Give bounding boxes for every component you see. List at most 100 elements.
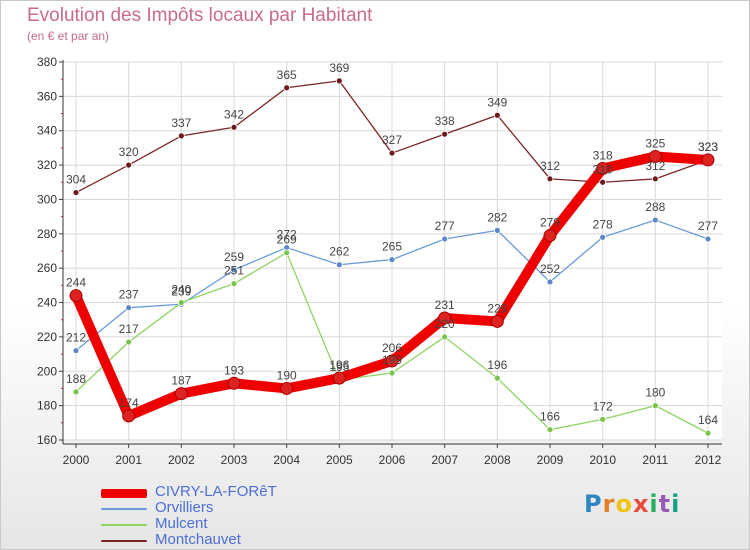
legend-label-orvilliers: Orvilliers [155,499,214,516]
point-montchauvet-2003 [230,123,238,131]
data-label-mulcent-2000: 188 [66,372,86,386]
logo-letter: i [649,490,659,518]
point-civry-la-for-t-2002 [174,387,188,401]
data-label-mulcent-2012: 164 [698,413,718,427]
data-label-civry-la-for-t-2008: 229 [487,301,507,315]
legend-swatch-civry [101,489,147,498]
data-label-civry-la-for-t-2000: 244 [66,276,86,290]
point-montchauvet-2009 [546,175,554,183]
data-label-orvilliers-2003: 259 [224,250,244,264]
y-tick-label-240: 240 [37,296,57,310]
data-label-montchauvet-2010: 310 [593,162,613,176]
logo-letter: x [632,490,650,518]
point-civry-la-for-t-2001 [122,409,136,423]
point-orvilliers-2012 [704,235,712,243]
data-label-civry-la-for-t-2006: 206 [382,341,402,355]
point-orvilliers-2008 [493,226,501,234]
y-tick-label-280: 280 [37,227,57,241]
data-label-mulcent-2006: 199 [382,353,402,367]
data-label-mulcent-2007: 220 [435,317,455,331]
point-civry-la-for-t-2009 [543,229,557,243]
data-label-mulcent-2011: 180 [645,386,665,400]
logo-letter: i [671,490,681,518]
point-mulcent-2009 [546,426,554,434]
point-orvilliers-2010 [599,233,607,241]
point-civry-la-for-t-2006 [385,354,399,368]
legend-label-montchauvet: Montchauvet [155,531,241,548]
data-label-montchauvet-2002: 337 [171,116,191,130]
proxiti-logo: Proxiti [584,490,680,518]
data-label-orvilliers-2009: 252 [540,262,560,276]
data-label-mulcent-2005: 195 [329,360,349,374]
data-label-montchauvet-2009: 312 [540,159,560,173]
data-label-mulcent-2003: 251 [224,264,244,278]
legend-item-civry[interactable]: CIVRY-LA-FORêT [101,483,341,501]
y-tick-label-160: 160 [37,433,57,447]
data-label-montchauvet-2001: 320 [119,145,139,159]
chart-title: Evolution des Impôts locaux par Habitant [27,5,373,26]
point-montchauvet-2000 [72,189,80,196]
y-tick-label-340: 340 [37,124,57,138]
x-tick-label-2012: 2012 [695,453,722,467]
data-label-mulcent-2008: 196 [487,358,507,372]
logo-letter: r [602,490,616,518]
logo-letter: o [615,490,633,518]
point-montchauvet-2007 [441,130,449,138]
data-label-montchauvet-2003: 342 [224,107,244,121]
point-montchauvet-2005 [335,77,343,85]
x-tick-label-2007: 2007 [431,453,458,467]
y-tick-label-360: 360 [37,89,57,103]
data-label-civry-la-for-t-2012: 323 [698,140,718,154]
y-tick-label-200: 200 [37,364,57,378]
data-label-montchauvet-2006: 327 [382,133,402,147]
y-tick-label-220: 220 [37,330,57,344]
point-mulcent-2006 [388,369,396,377]
point-mulcent-2010 [599,415,607,423]
y-tick-label-300: 300 [37,192,57,206]
data-label-orvilliers-2004: 272 [277,228,297,242]
x-tick-label-2001: 2001 [115,453,142,467]
chart-subtitle: (en € et par an) [27,29,110,43]
legend-item-orvilliers[interactable]: Orvilliers [101,499,341,517]
point-civry-la-for-t-2008 [490,314,504,328]
data-label-orvilliers-2007: 277 [435,219,455,233]
data-label-montchauvet-2008: 349 [487,95,507,109]
data-label-montchauvet-2000: 304 [66,173,86,187]
legend-item-montchauvet[interactable]: Montchauvet [101,531,341,549]
point-civry-la-for-t-2000 [69,289,83,303]
point-orvilliers-2009 [546,278,554,286]
point-montchauvet-2004 [283,84,291,92]
data-label-civry-la-for-t-2001: 174 [119,396,139,410]
data-label-civry-la-for-t-2002: 187 [171,374,191,388]
x-tick-label-2000: 2000 [63,453,90,467]
data-label-orvilliers-2010: 278 [593,217,613,231]
data-label-civry-la-for-t-2005: 196 [329,358,349,372]
point-orvilliers-2006 [388,256,396,263]
y-tick-label-180: 180 [37,399,57,413]
x-tick-label-2009: 2009 [537,453,564,467]
x-tick-label-2002: 2002 [168,453,195,467]
legend-item-mulcent[interactable]: Mulcent [101,515,341,533]
data-label-civry-la-for-t-2009: 279 [540,216,560,230]
x-tick-label-2011: 2011 [642,453,668,467]
point-mulcent-2003 [230,280,238,288]
x-tick-label-2006: 2006 [379,453,406,467]
x-tick-label-2010: 2010 [589,453,616,467]
y-tick-label-380: 380 [37,55,57,69]
data-label-montchauvet-2005: 369 [329,61,349,75]
point-montchauvet-2008 [493,111,501,119]
point-mulcent-2004 [283,249,291,257]
data-label-montchauvet-2011: 312 [645,159,665,173]
point-orvilliers-2003 [230,266,238,274]
legend-swatch-montchauvet [101,540,147,542]
point-orvilliers-2001 [125,304,133,312]
x-tick-label-2003: 2003 [221,453,248,467]
x-tick-label-2008: 2008 [484,453,511,467]
y-tick-label-320: 320 [37,158,57,172]
point-civry-la-for-t-2005 [332,371,346,385]
data-label-mulcent-2001: 217 [119,322,139,336]
legend-swatch-mulcent [101,524,147,526]
x-tick-label-2004: 2004 [273,453,300,467]
point-mulcent-2008 [493,374,501,382]
data-label-orvilliers-2001: 237 [119,288,139,302]
